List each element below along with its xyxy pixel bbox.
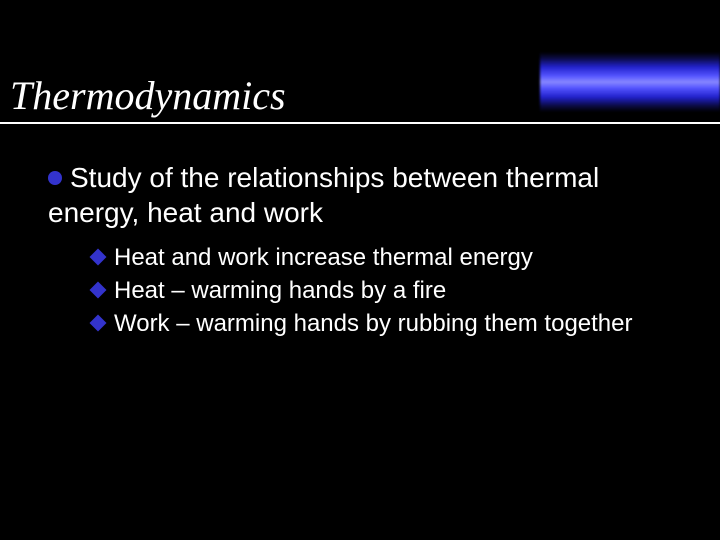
level2-text: Heat – warming hands by a fire [114, 277, 446, 304]
bullet-level2: Work – warming hands by rubbing them tog… [92, 308, 680, 339]
slide-body: Study of the relationships between therm… [48, 160, 680, 342]
level2-text: Heat and work increase thermal energy [114, 244, 533, 271]
diamond-bullet-icon [90, 315, 107, 332]
title-underline [0, 122, 720, 124]
slide-title: Thermodynamics [10, 72, 286, 119]
circle-bullet-icon [48, 171, 62, 185]
diamond-bullet-icon [90, 281, 107, 298]
bullet-level2: Heat – warming hands by a fire [92, 275, 680, 306]
level1-text: Study of the relationships between therm… [48, 162, 599, 228]
level2-text: Work – warming hands by rubbing them tog… [114, 310, 633, 337]
decorative-gradient [540, 52, 720, 112]
diamond-bullet-icon [90, 248, 107, 265]
level2-group: Heat and work increase thermal energy He… [92, 242, 680, 340]
bullet-level2: Heat and work increase thermal energy [92, 242, 680, 273]
bullet-level1: Study of the relationships between therm… [48, 160, 680, 230]
